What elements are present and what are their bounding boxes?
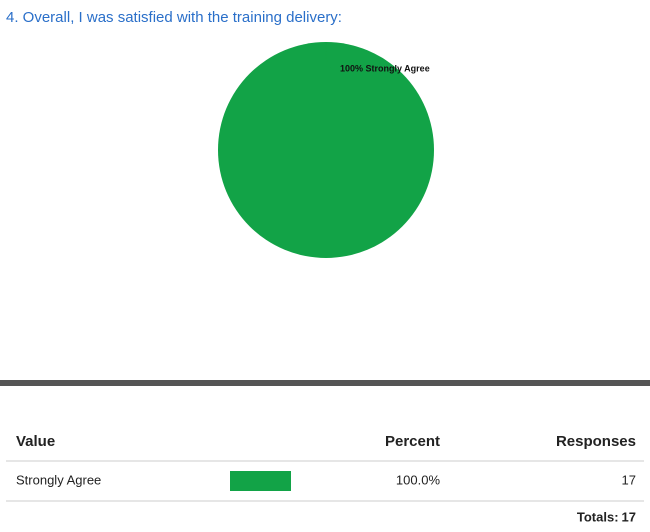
data-label: 100% Strongly Agree <box>340 63 430 73</box>
cell-value: Strongly Agree <box>16 472 101 487</box>
question-title: 4. Overall, I was satisfied with the tra… <box>6 9 342 26</box>
totals-label: Totals: <box>577 509 619 524</box>
column-header: Percent <box>385 433 440 450</box>
totals-value: 17 <box>622 509 636 524</box>
cell-percent: 100.0% <box>396 472 441 487</box>
column-header: Value <box>16 433 55 450</box>
column-header: Responses <box>556 433 636 450</box>
percent-bar <box>230 471 291 491</box>
pie-slice <box>218 42 434 258</box>
cell-responses: 17 <box>622 472 636 487</box>
leader-line <box>325 41 335 70</box>
divider <box>0 380 650 386</box>
